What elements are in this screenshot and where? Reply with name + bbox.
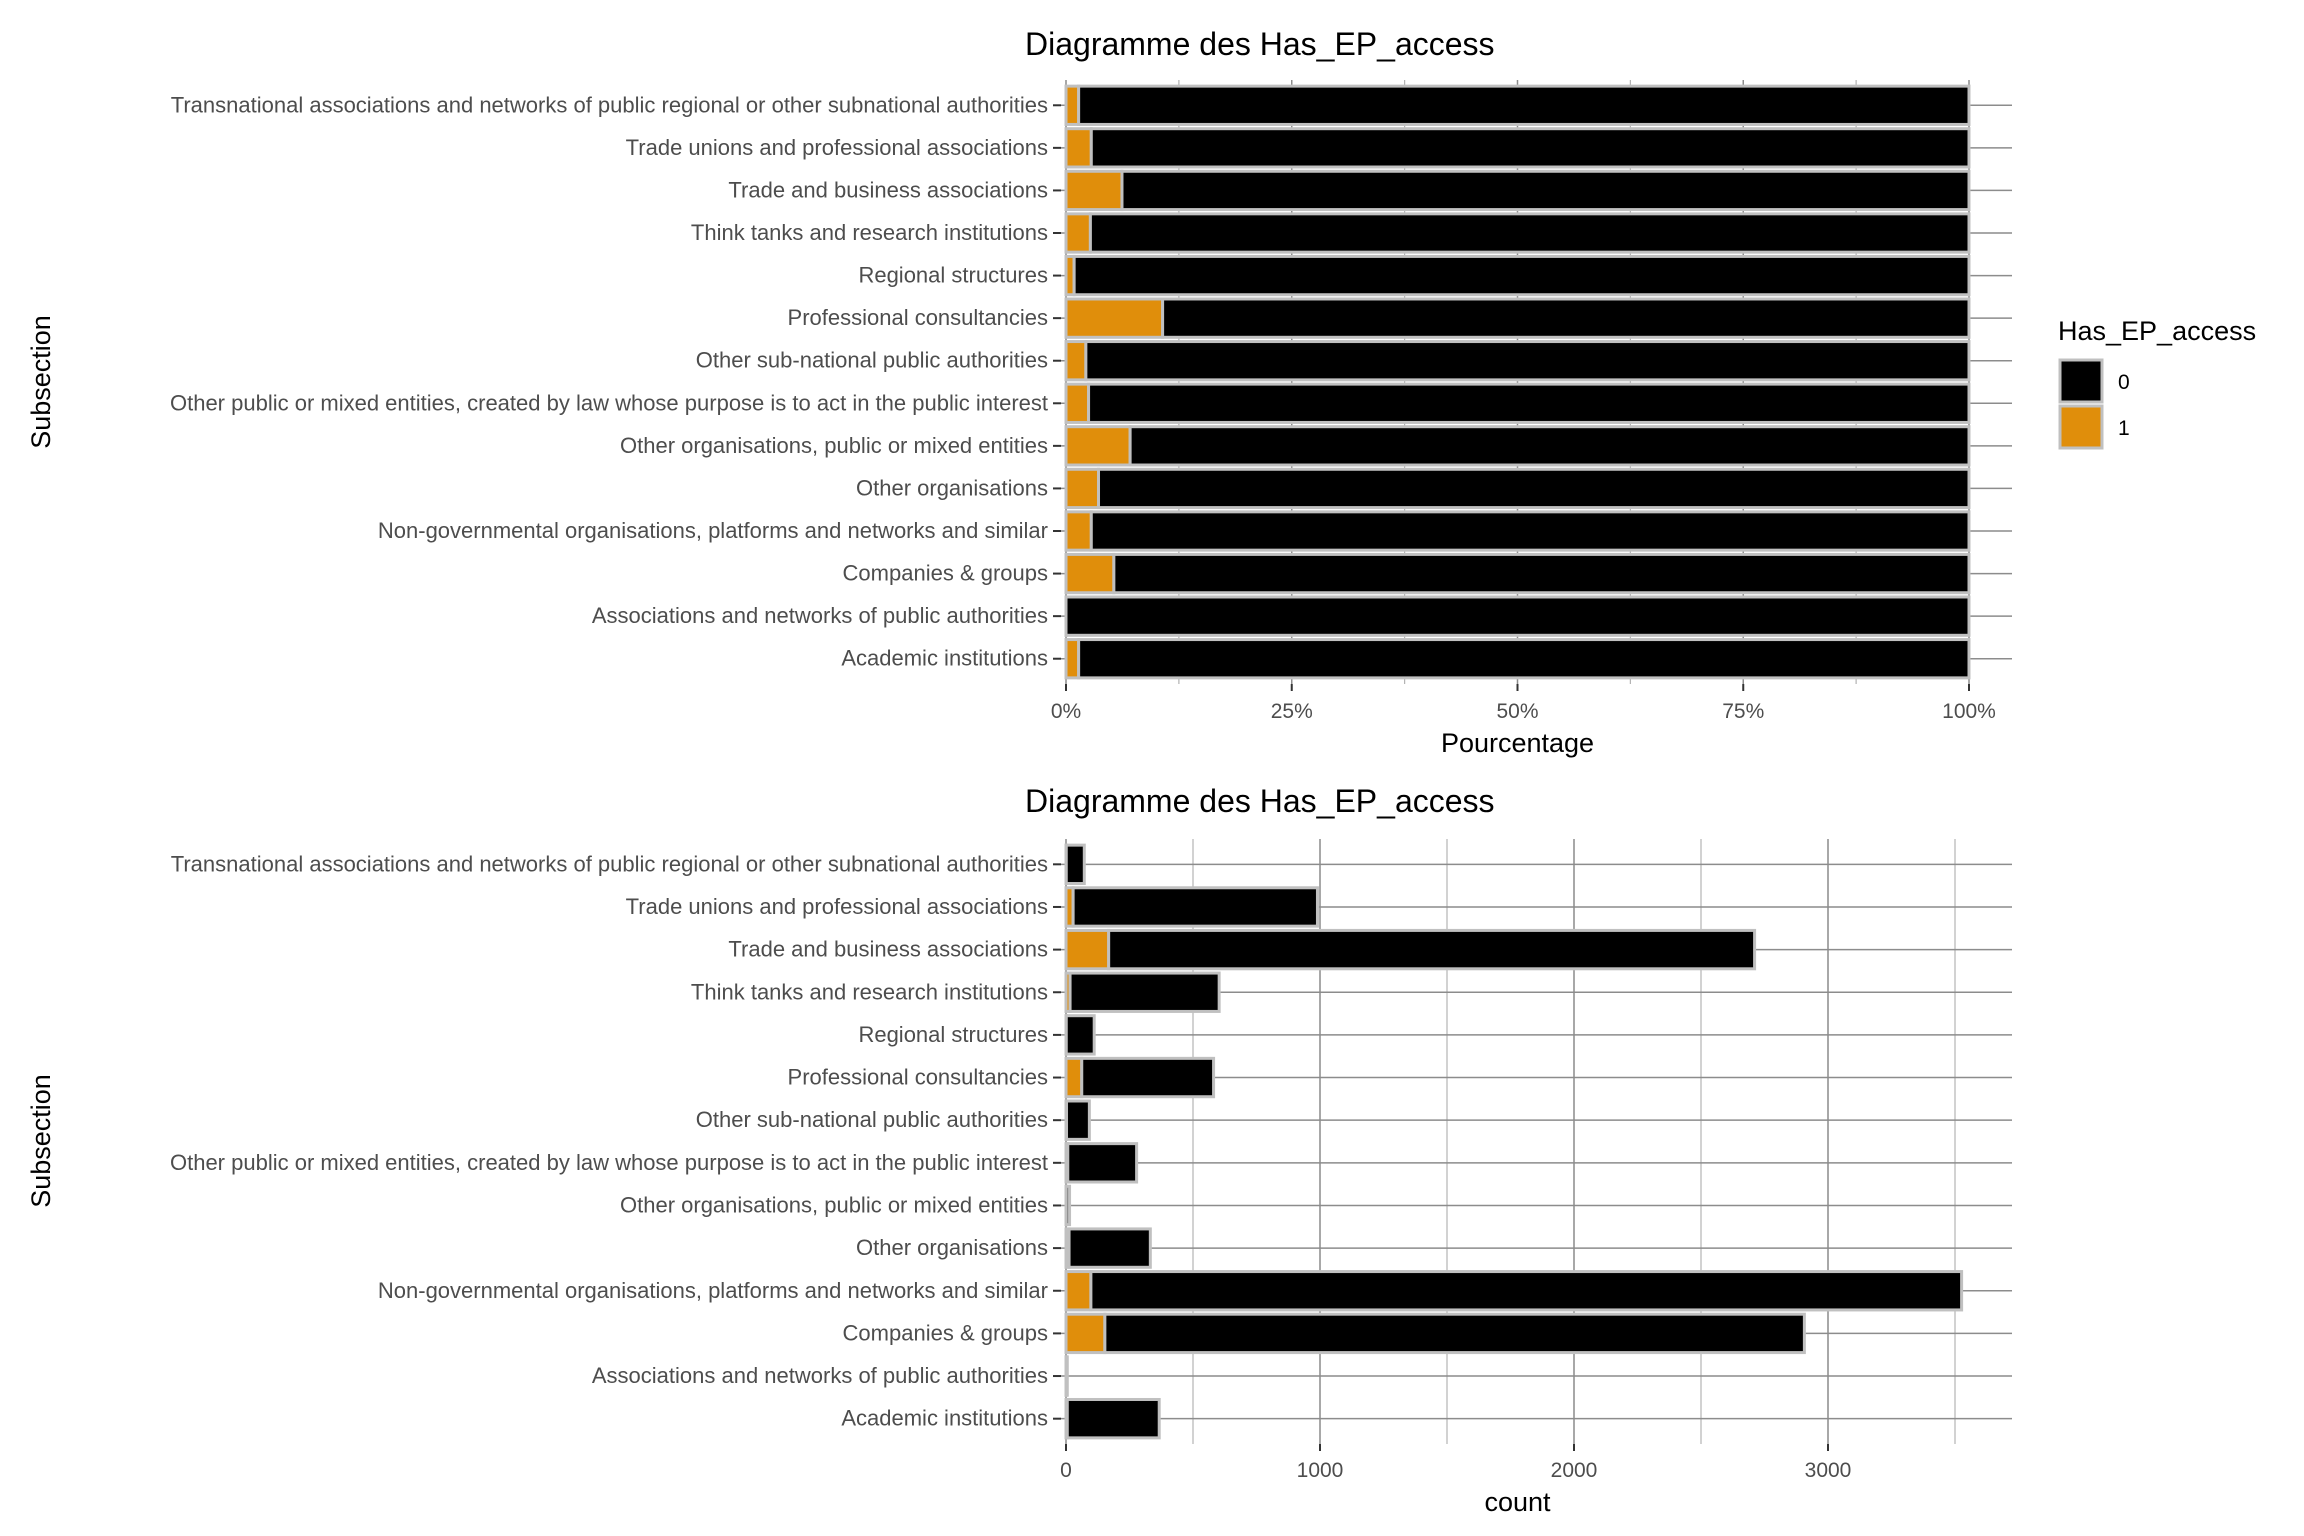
category-label: Regional structures: [858, 1022, 1048, 1047]
category-label: Transnational associations and networks …: [171, 851, 1048, 876]
bar-segment-access: [1064, 425, 1132, 467]
bar-segment-no-access: [1087, 382, 1971, 424]
bar-segment-no-access: [1097, 467, 1971, 510]
legend-label: 0: [2118, 371, 2130, 394]
category-label: Trade and business associations: [728, 177, 1048, 202]
bar-segment-no-access: [1064, 595, 1971, 637]
category-label: Professional consultancies: [788, 305, 1048, 330]
bar-segment-access: [1064, 297, 1165, 339]
category-label: Non-governmental organisations, platform…: [378, 1278, 1048, 1303]
legend: Has_EP_access 0 1: [2058, 316, 2256, 450]
bar-segment-no-access: [1107, 928, 1757, 971]
category-label: Other organisations: [856, 1235, 1048, 1260]
bar-segment-no-access: [1128, 425, 1971, 467]
bar-segment-no-access: [1071, 886, 1319, 928]
x-tick-label: 50%: [1496, 700, 1538, 723]
bar-segment-access: [1064, 84, 1081, 126]
category-label: Associations and networks of public auth…: [592, 1363, 1048, 1388]
bar-segment-access: [1064, 1312, 1107, 1355]
bar-segment-access: [1064, 510, 1093, 552]
bar-segment-access: [1064, 1270, 1093, 1312]
bar-segment-no-access: [1064, 843, 1086, 886]
x-tick-label: 100%: [1942, 700, 1996, 723]
bar-segment-no-access: [1088, 212, 1971, 254]
bar-segment-no-access: [1103, 1312, 1806, 1355]
bar-segment-access: [1064, 127, 1093, 169]
legend-title: Has_EP_access: [2058, 316, 2256, 346]
category-label: Transnational associations and networks …: [171, 92, 1048, 117]
bar-segment-no-access: [1077, 84, 1971, 126]
category-label: Other public or mixed entities, created …: [170, 390, 1048, 415]
bar-segment-no-access: [1120, 169, 1971, 212]
category-label: Other organisations: [856, 475, 1048, 500]
legend-swatch: [2058, 358, 2104, 404]
chart-panel-2: Diagramme des Has_EP_access 0 1000 2000 3000…: [26, 783, 2012, 1517]
bar-segment-access: [1064, 1056, 1084, 1099]
bar-segment-access: [1064, 212, 1092, 254]
bar-segment-no-access: [1067, 1227, 1152, 1269]
category-label: Other public or mixed entities, created …: [170, 1150, 1048, 1175]
category-label: Think tanks and research institutions: [691, 979, 1048, 1004]
bar-segment-access: [1064, 340, 1088, 382]
category-label: Trade unions and professional associatio…: [626, 894, 1048, 919]
bar-segment-access: [1064, 638, 1081, 680]
bar-segment-access: [1064, 552, 1116, 595]
category-label: Other sub-national public authorities: [696, 1107, 1048, 1132]
x-tick-label: 2000: [1551, 1459, 1598, 1482]
bar-segment-no-access: [1089, 510, 1971, 552]
x-tick-label: 0: [1060, 1459, 1072, 1482]
bar-segment-no-access: [1112, 552, 1971, 595]
x-tick-label: 3000: [1805, 1459, 1852, 1482]
chart-title: Diagramme des Has_EP_access: [1025, 783, 1495, 819]
bar-segment-access: [1064, 382, 1091, 424]
category-label: Companies & groups: [843, 1320, 1048, 1345]
category-label: Associations and networks of public auth…: [592, 603, 1048, 628]
category-label: Other organisations, public or mixed ent…: [620, 433, 1048, 458]
bar-segment-access: [1064, 928, 1111, 971]
bar-segment-no-access: [1089, 1270, 1964, 1312]
category-label: Non-governmental organisations, platform…: [378, 518, 1048, 543]
x-axis-title: Pourcentage: [1441, 728, 1594, 758]
y-axis-title: Subsection: [26, 1074, 56, 1208]
bar-segment-no-access: [1065, 1397, 1161, 1440]
x-axis-title: count: [1484, 1487, 1551, 1517]
category-label: Trade unions and professional associatio…: [626, 135, 1048, 160]
bar-segment-no-access: [1064, 1014, 1096, 1056]
bar-segment-access: [1064, 467, 1101, 510]
bar-segment-access: [1064, 169, 1124, 212]
legend-swatch: [2058, 404, 2104, 450]
category-label: Think tanks and research institutions: [691, 220, 1048, 245]
category-label: Regional structures: [858, 263, 1048, 288]
chart-panel-1: Diagramme des Has_EP_access 0% 25% 50% 75% 10…: [26, 26, 2012, 758]
y-axis-title: Subsection: [26, 315, 56, 449]
category-label: Professional consultancies: [788, 1065, 1048, 1090]
category-label: Other sub-national public authorities: [696, 348, 1048, 373]
bar-segment-no-access: [1065, 1099, 1091, 1141]
bar-segment-no-access: [1072, 254, 1971, 297]
bar-segment-no-access: [1084, 340, 1971, 382]
legend-label: 1: [2118, 417, 2130, 440]
category-label: Other organisations, public or mixed ent…: [620, 1192, 1048, 1217]
bar-segment-no-access: [1161, 297, 1971, 339]
bar-segment-no-access: [1077, 638, 1971, 680]
bar-segment-no-access: [1064, 1184, 1072, 1227]
bar-segment-no-access: [1089, 127, 1971, 169]
x-tick-label: 1000: [1297, 1459, 1344, 1482]
x-tick-label: 25%: [1271, 700, 1313, 723]
bar-segment-no-access: [1066, 1142, 1139, 1184]
category-label: Academic institutions: [841, 646, 1048, 671]
category-label: Academic institutions: [841, 1406, 1048, 1431]
category-label: Trade and business associations: [728, 937, 1048, 962]
bar-segment-no-access: [1080, 1056, 1216, 1099]
bar-segment-no-access: [1064, 1355, 1069, 1397]
category-label: Companies & groups: [843, 561, 1048, 586]
x-tick-label: 75%: [1722, 700, 1764, 723]
x-tick-label: 0%: [1051, 700, 1081, 723]
bar-segment-no-access: [1068, 971, 1221, 1013]
chart-title: Diagramme des Has_EP_access: [1025, 26, 1495, 62]
